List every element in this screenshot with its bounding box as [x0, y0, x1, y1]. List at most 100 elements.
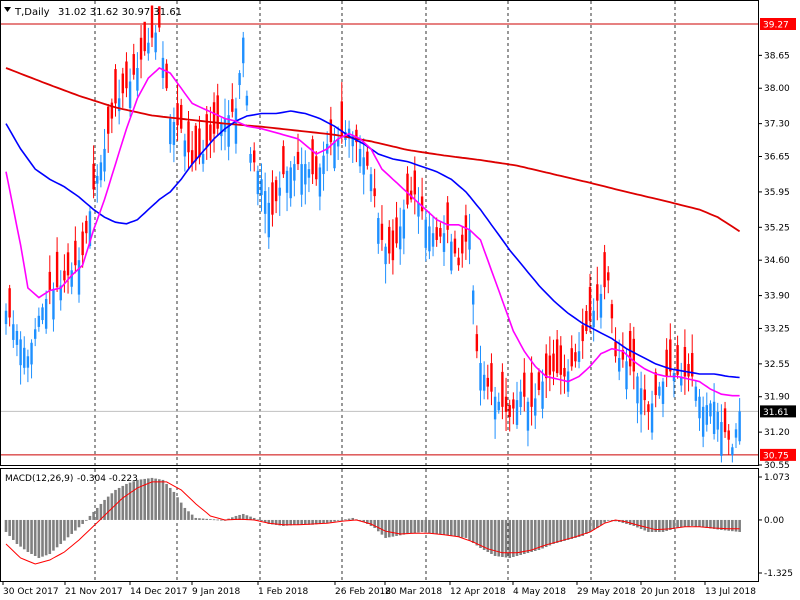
candle	[413, 156, 416, 215]
macd-histogram-bar	[278, 519, 282, 526]
candle	[585, 305, 588, 335]
candle	[369, 167, 373, 202]
macd-histogram-bar	[457, 519, 460, 537]
macd-histogram-bar	[654, 519, 657, 532]
candle	[482, 361, 486, 400]
candlesticks	[4, 5, 741, 463]
candle	[581, 308, 584, 359]
symbol-header: T,Daily 31.02 31.62 30.97 31.61	[4, 7, 182, 18]
dropdown-triangle-icon[interactable]	[4, 7, 11, 12]
candle	[479, 345, 482, 406]
macd-histogram-bar	[187, 511, 190, 520]
candle	[373, 168, 376, 208]
candle	[55, 237, 59, 292]
macd-histogram-bar	[446, 519, 449, 536]
macd-histogram-bar	[241, 513, 245, 520]
candle	[636, 372, 639, 424]
candle	[537, 368, 541, 396]
candle	[388, 220, 391, 264]
macd-histogram-bar	[351, 517, 355, 520]
candle	[639, 371, 643, 433]
macd-histogram-bar	[420, 519, 424, 532]
candle	[180, 98, 183, 134]
candle	[52, 282, 55, 332]
macd-histogram-bar	[603, 519, 606, 523]
macd-histogram-bar	[428, 519, 431, 533]
macd-histogram-bar	[256, 519, 260, 521]
fast-ma-line	[5, 67, 740, 397]
macd-histogram-bar	[738, 519, 741, 532]
macd-histogram-bar	[220, 519, 223, 521]
date-tick-label: 26 Feb 2018	[335, 587, 391, 597]
macd-histogram-bar	[497, 519, 501, 557]
macd-histogram-bar	[705, 519, 709, 528]
macd-histogram-bar	[136, 479, 139, 520]
macd-histogram-bar	[358, 519, 362, 521]
macd-histogram-bar	[555, 519, 559, 543]
candle	[110, 98, 114, 134]
candle	[548, 336, 552, 392]
macd-histogram-bar	[380, 519, 384, 535]
candle	[588, 273, 592, 333]
candle	[457, 247, 460, 271]
macd-histogram-bar	[384, 519, 387, 538]
macd-histogram-bar	[712, 519, 716, 529]
macd-histogram-bar	[154, 478, 157, 520]
candle	[132, 43, 135, 80]
macd-histogram-bar	[74, 519, 77, 531]
candle	[59, 270, 62, 311]
macd-histogram-bar	[33, 519, 37, 556]
candle	[147, 27, 150, 61]
macd-histogram-bar	[650, 519, 654, 532]
macd-histogram-bar	[362, 519, 365, 522]
candle	[4, 303, 8, 335]
macd-histogram-bar	[26, 519, 30, 552]
macd-histogram-bar	[190, 514, 194, 520]
macd-histogram-bar	[70, 519, 73, 534]
candle	[734, 423, 738, 449]
candle	[446, 196, 449, 244]
macd-histogram-bar	[672, 519, 676, 529]
candle	[643, 374, 646, 416]
macd-histogram-bar	[205, 518, 209, 520]
macd-histogram-bar	[165, 483, 168, 520]
candle	[205, 105, 208, 160]
candle	[158, 6, 161, 33]
candle	[530, 356, 533, 426]
macd-histogram-bar	[271, 519, 274, 525]
macd-histogram-bar	[731, 519, 734, 532]
macd-histogram-bar	[577, 519, 581, 537]
ohlc-values: 31.02 31.62 30.97 31.61	[58, 7, 182, 18]
candle	[15, 324, 19, 357]
candle	[169, 114, 172, 153]
macd-histogram-bar	[537, 519, 541, 550]
macd-histogram-bar	[4, 519, 8, 532]
macd-histogram-bar	[698, 519, 701, 527]
candle	[362, 138, 365, 195]
candle	[92, 145, 95, 199]
macd-histogram-bar	[81, 519, 84, 524]
macd-histogram-bar	[314, 519, 318, 525]
candle	[125, 52, 128, 98]
candle	[165, 59, 168, 91]
macd-histogram-bar	[435, 519, 438, 534]
current-price-tag: 31.61	[760, 405, 796, 418]
macd-histogram-bar	[260, 519, 263, 521]
candle	[596, 266, 599, 321]
macd-values: -0.304 -0.223	[77, 474, 138, 484]
macd-histogram-bar	[59, 519, 63, 544]
candle	[694, 380, 698, 407]
macd-histogram-bar	[245, 515, 249, 520]
macd-histogram-bar	[103, 499, 106, 520]
candle	[267, 187, 270, 249]
candle	[468, 213, 471, 265]
macd-histogram-bar	[519, 519, 522, 555]
date-tick-label: 14 Dec 2017	[130, 587, 188, 597]
date-tick-label: 29 May 2018	[577, 587, 636, 597]
date-tick-label: 20 Jun 2018	[641, 587, 695, 597]
candle	[738, 398, 741, 445]
macd-histogram-bar	[329, 519, 333, 523]
macd-histogram-bar	[48, 519, 52, 554]
macd-histogram-bar	[15, 519, 19, 544]
candle	[318, 163, 322, 211]
